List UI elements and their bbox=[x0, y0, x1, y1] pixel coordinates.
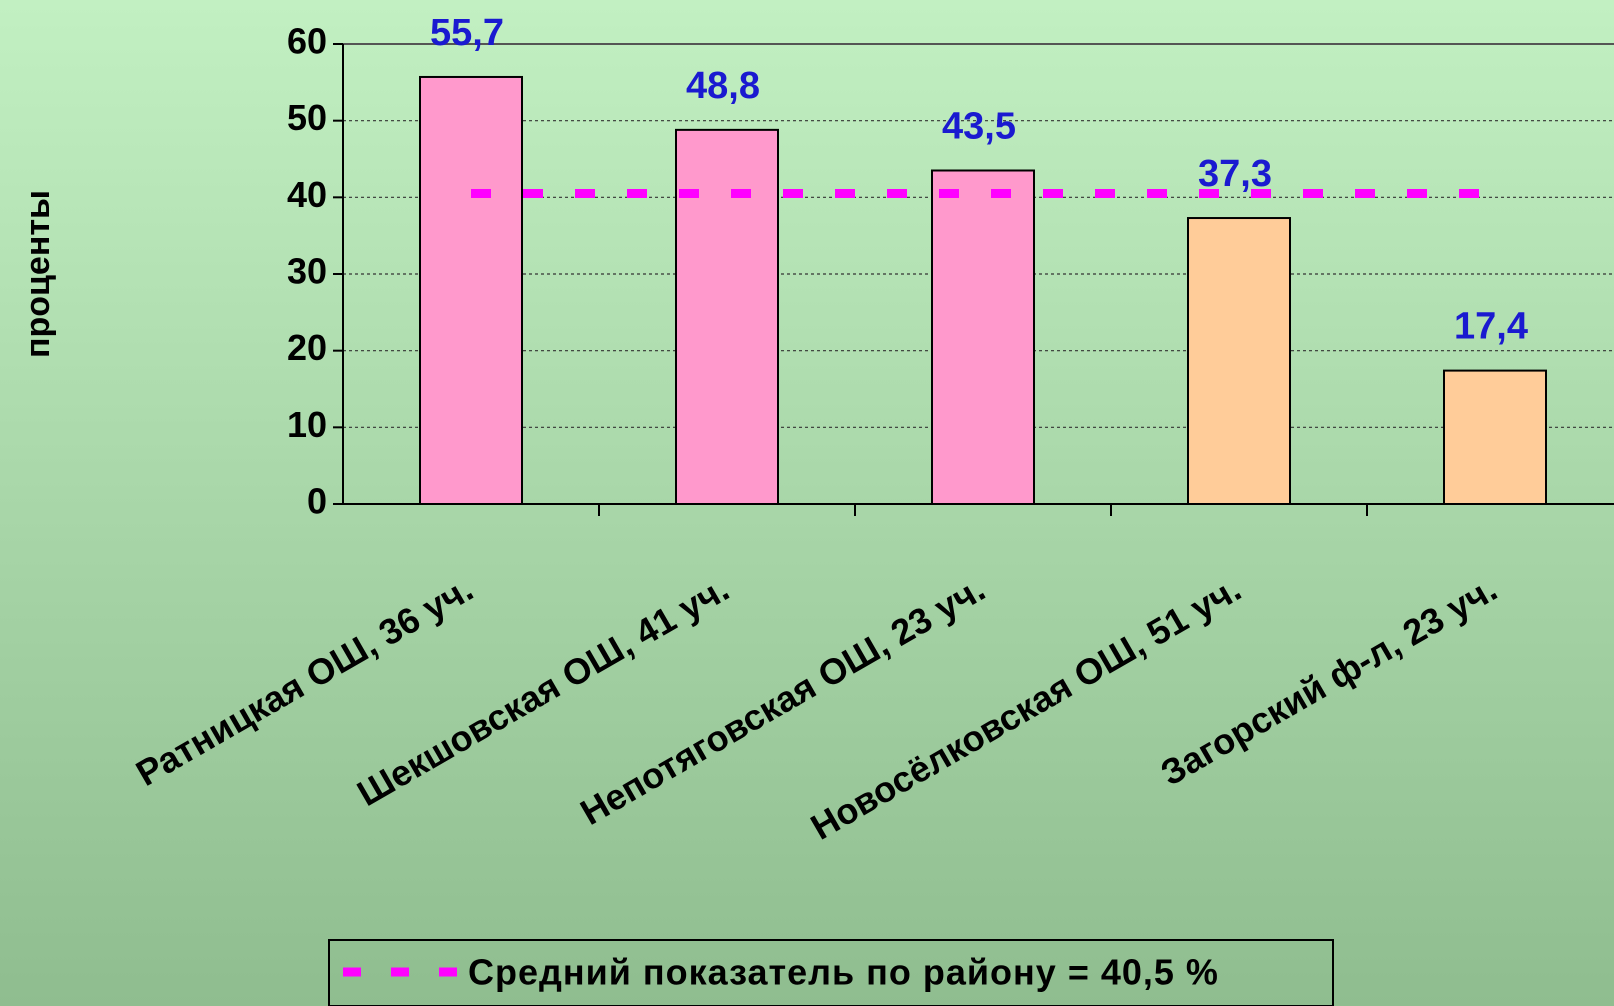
value-label: 43,5 bbox=[942, 106, 1016, 148]
bar bbox=[1443, 369, 1547, 505]
y-tick-label: 40 bbox=[287, 174, 327, 215]
y-axis-label: проценты bbox=[19, 190, 57, 358]
bar bbox=[931, 169, 1035, 505]
value-label: 55,7 bbox=[430, 12, 504, 54]
y-tick-label: 50 bbox=[287, 97, 327, 138]
y-tick-label: 10 bbox=[287, 404, 327, 445]
y-tick-label: 20 bbox=[287, 327, 327, 368]
legend-label: Средний показатель по району = 40,5 % bbox=[468, 952, 1219, 993]
y-tick-label: 0 bbox=[307, 481, 327, 522]
legend-box bbox=[328, 939, 1334, 1006]
bar bbox=[675, 128, 779, 505]
bar bbox=[419, 75, 523, 505]
value-label: 37,3 bbox=[1198, 153, 1272, 195]
value-label: 17,4 bbox=[1454, 306, 1528, 348]
y-tick-label: 60 bbox=[287, 21, 327, 62]
y-tick-label: 30 bbox=[287, 251, 327, 292]
value-label: 48,8 bbox=[686, 65, 760, 107]
bar bbox=[1187, 217, 1291, 506]
